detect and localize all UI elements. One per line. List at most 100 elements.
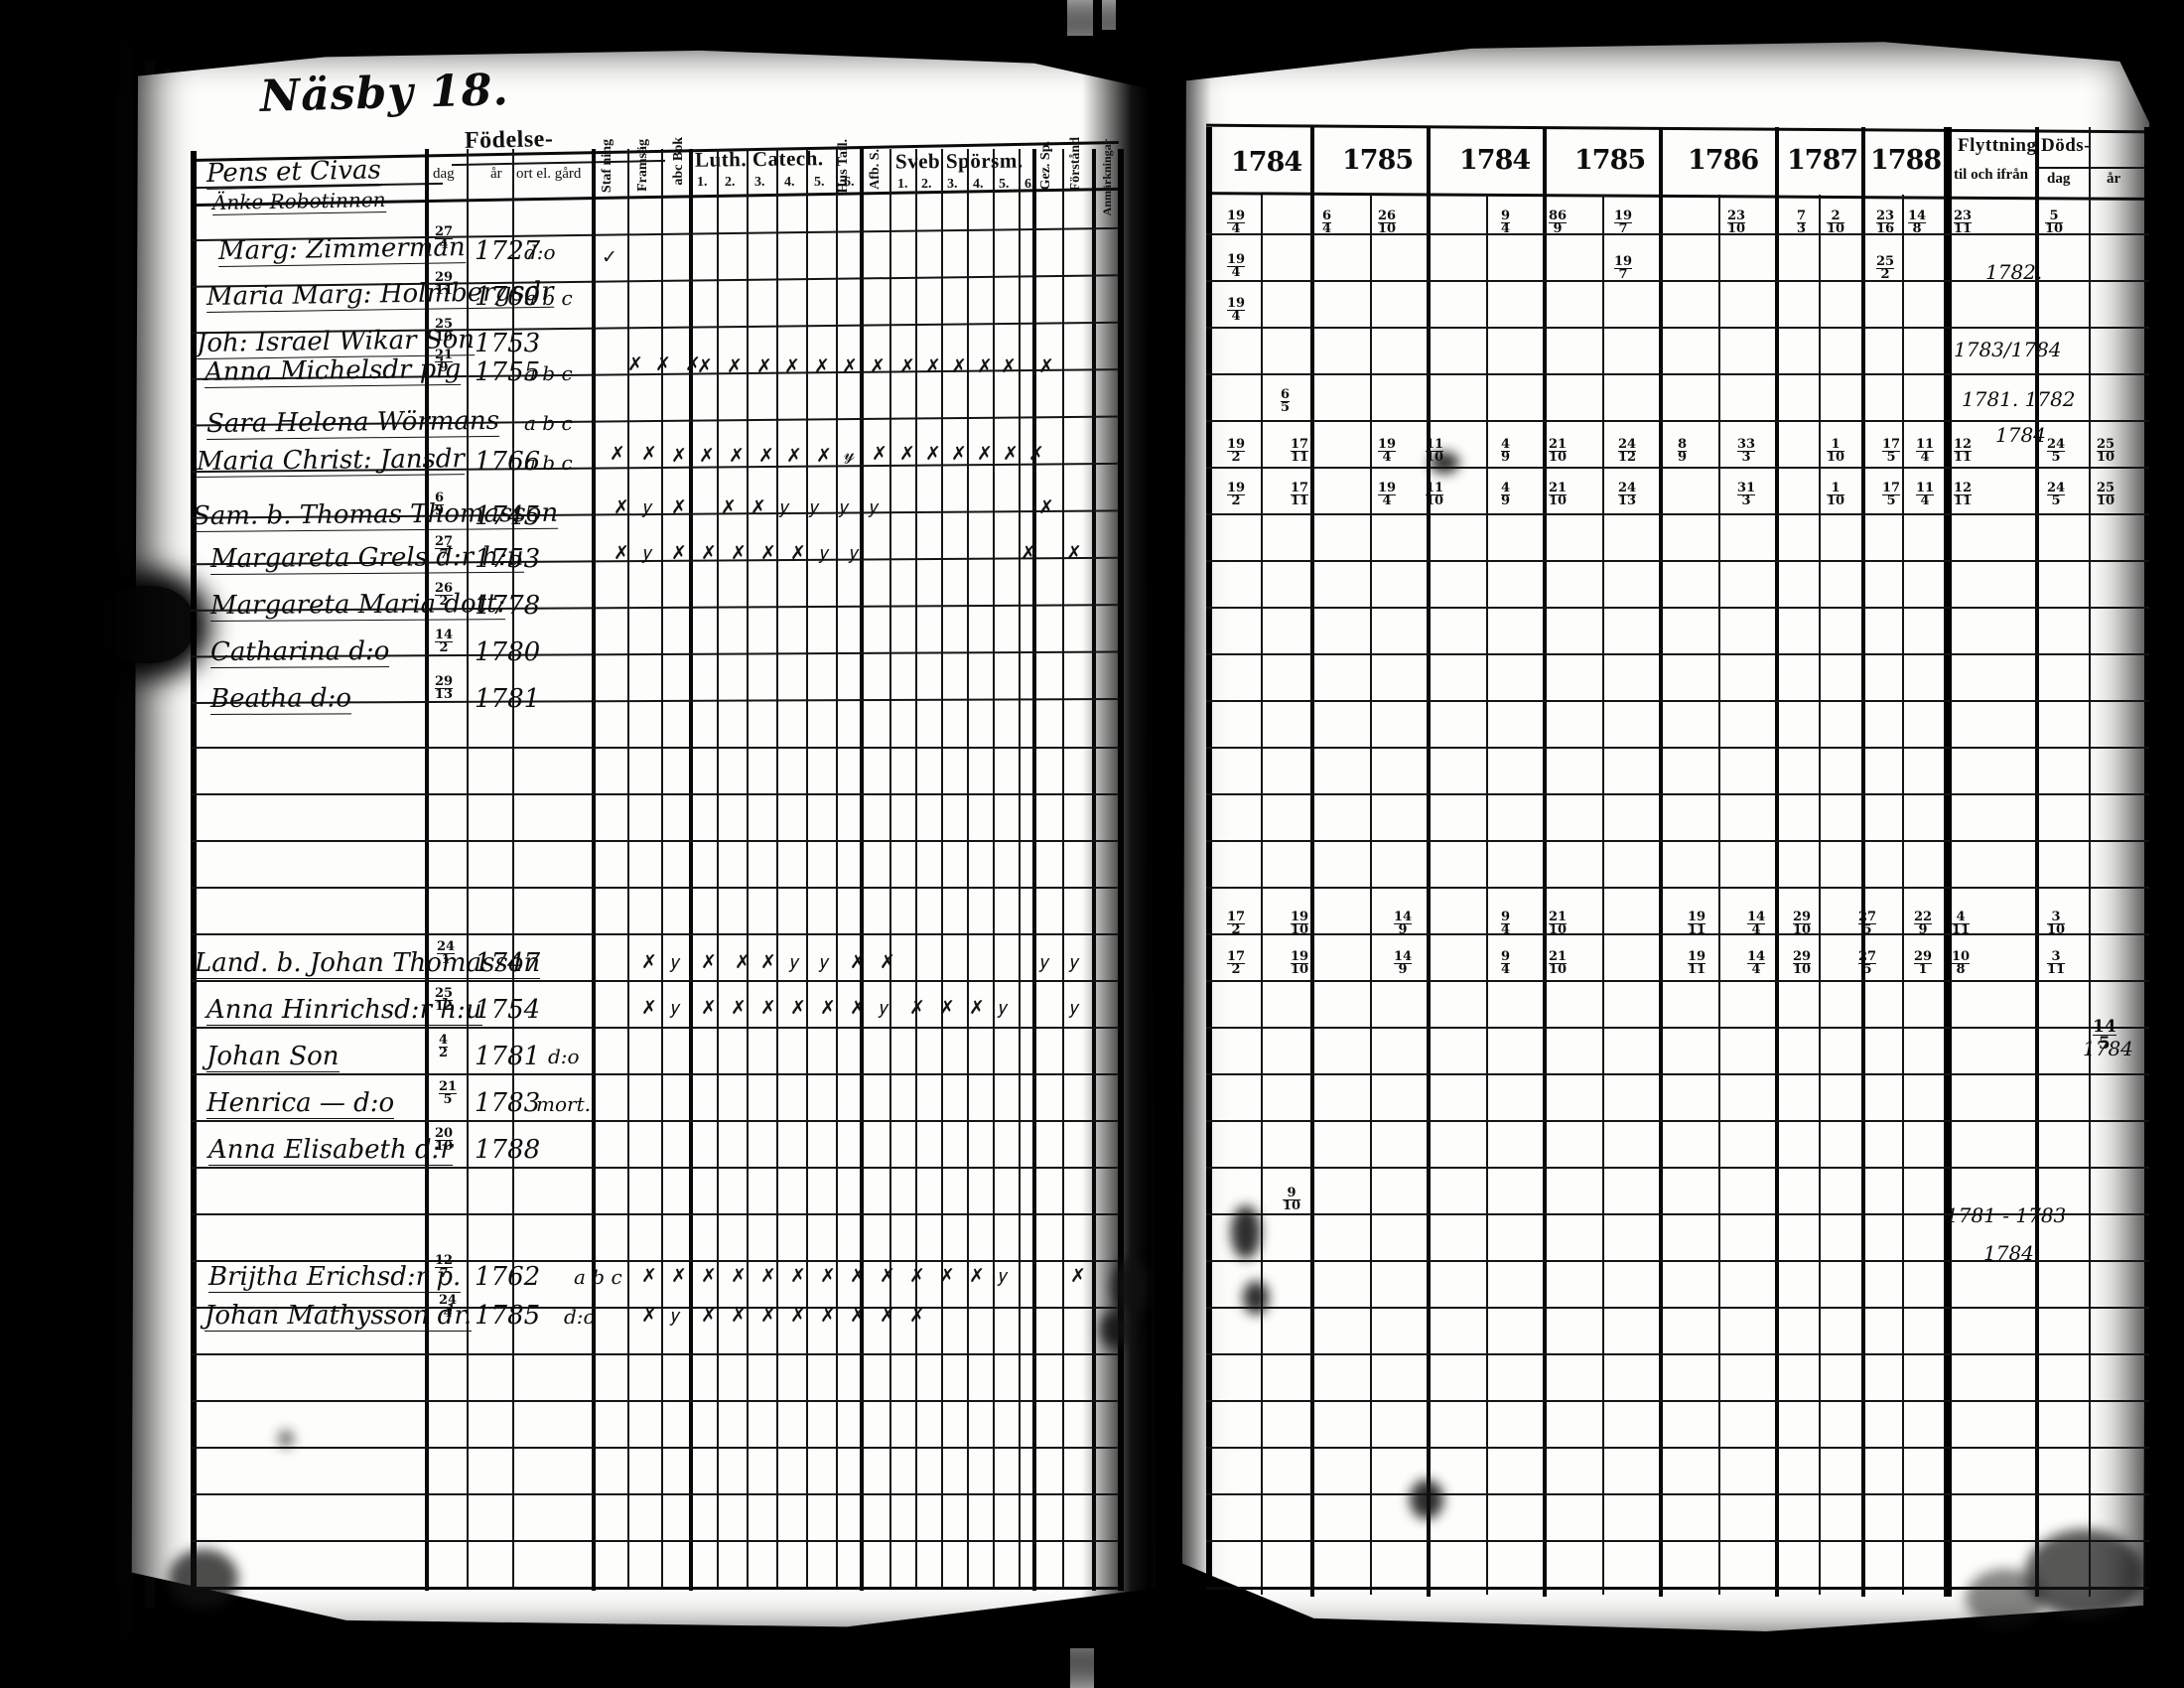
vline-sveb-3 (967, 149, 969, 1589)
vline-year-2 (1427, 127, 1431, 1597)
row-rule (191, 793, 1119, 795)
attendance-entry: 14 4 (1747, 910, 1766, 938)
check-mark: 𝑦 (850, 542, 859, 564)
check-mark: ✗ (760, 1305, 776, 1327)
check-mark: ✗ (731, 542, 747, 564)
check-mark: ✗ (701, 1305, 717, 1327)
check-mark: ✗ (820, 997, 836, 1019)
group-caption-pens-et-civas: Pens et Civas (205, 155, 382, 190)
check-mark: ✗ (760, 542, 776, 564)
header-framsag: Framsäg (635, 139, 650, 192)
check-mark: ✗ (641, 951, 657, 973)
entry-birth-place: a b c (524, 451, 573, 475)
header-dods-ar: år (2107, 171, 2121, 187)
check-mark: ✗ (790, 997, 806, 1019)
vline-ort-right (592, 149, 596, 1591)
vline-sveb-4 (993, 149, 995, 1589)
vline-ar-right (512, 149, 514, 1589)
header-dods: Döds- (2041, 135, 2092, 156)
row-rule (191, 1260, 1119, 1262)
catech-num-1: 1. (697, 175, 708, 190)
check-mark: ✗ (1038, 496, 1054, 518)
vline-sveb-6 (1032, 149, 1036, 1591)
entry-birth-year: 1781 (475, 684, 541, 714)
catech-num-6: 6. (844, 175, 855, 190)
ink-blot (1966, 1569, 2045, 1628)
margin-note: 1781 - 1783 (1946, 1203, 2067, 1227)
entry-birth-day: 25 10 (435, 317, 454, 346)
check-mark: 𝑦 (810, 496, 819, 518)
entry-birth-year: 1747 (475, 948, 541, 978)
attendance-entry: 21 10 (1549, 949, 1568, 978)
attendance-entry: 24 13 (1618, 481, 1637, 509)
sveb-num-3: 3. (947, 177, 958, 192)
attendance-entry: 12 11 (1954, 437, 1973, 466)
entry-birth-year: 1762 (475, 1262, 541, 1292)
vline-year-1 (1310, 127, 1314, 1597)
page-title: Näsby 18. (259, 65, 510, 122)
group-caption-anke: Änke Robotinnen (211, 187, 386, 215)
check-mark: ✗ (870, 355, 886, 377)
entry-birth-year: 1753 (475, 329, 541, 358)
check-mark: ✗ (760, 951, 776, 973)
vline-abcbok-right (689, 149, 693, 1591)
check-mark: ✗ (701, 997, 717, 1019)
entry-birth-day: 12 7 (435, 1253, 454, 1282)
check-mark: ✗ (756, 355, 772, 377)
row-rule (1206, 1027, 2149, 1029)
ink-blot (169, 1549, 238, 1609)
row-rule (191, 887, 1119, 889)
attendance-entry: 19 4 (1378, 437, 1397, 466)
entry-birth-place: d:o (524, 240, 556, 264)
check-mark: 𝑦 (1070, 951, 1079, 973)
check-mark: ✗ (758, 445, 774, 467)
entry-birth-day: 24 1 (437, 939, 456, 968)
row-rule (1206, 840, 2149, 842)
vline-left-border (191, 151, 197, 1591)
header-fodelse-dag: dag (433, 166, 455, 182)
attendance-entry: 24 5 (2047, 481, 2066, 509)
entry-name: Marg: Zimmerman (217, 232, 466, 267)
attendance-entry: 14 9 (1394, 910, 1413, 938)
book-gutter (1082, 0, 1211, 1688)
vline-hustafl-right (889, 149, 891, 1589)
check-mark: ✗ (814, 355, 830, 377)
entry-name: Anna Hinrichsd:r h:u (206, 995, 482, 1026)
check-mark: ✗ (909, 997, 925, 1019)
year-header: 1787 (1787, 145, 1858, 176)
row-rule (1206, 607, 2149, 609)
ink-blot (1410, 1479, 1443, 1519)
check-mark: ✗ (909, 1265, 925, 1287)
attendance-entry: 86 9 (1549, 209, 1568, 237)
vline-gez-right (1062, 149, 1064, 1589)
check-mark: 𝑦 (880, 997, 888, 1019)
entry-birth-year: 1755 (475, 357, 541, 387)
check-mark: ✗ (610, 443, 625, 465)
left-edge-shadow (0, 0, 149, 1688)
vline-year-6 (1861, 127, 1865, 1597)
check-mark: ✗ (790, 542, 806, 564)
row-rule (191, 1120, 1119, 1122)
check-mark: ✗ (969, 997, 985, 1019)
attendance-entry: 24 12 (1618, 437, 1637, 466)
attendance-entry: 3 10 (2047, 910, 2066, 938)
row-rule (191, 1213, 1119, 1215)
attendance-entry: 29 1 (1914, 949, 1933, 978)
sveb-num-2: 2. (921, 177, 932, 192)
entry-birth-day: 29 13 (435, 674, 454, 703)
entry-birth-year: 1780 (475, 637, 541, 667)
entry-name: Henrica — d:o (206, 1088, 395, 1119)
row-rule (1206, 467, 2149, 469)
attendance-entry: 17 5 (1882, 481, 1901, 509)
vline-dag-right (467, 149, 469, 1589)
ink-blot (1231, 1205, 1261, 1259)
check-mark: 𝑦 (780, 496, 789, 518)
entry-name: Sara Helena Wörmans (205, 405, 500, 440)
entry-birth-place: a b c (524, 411, 573, 435)
check-mark: ✗ (790, 1265, 806, 1287)
check-mark: ✗ (939, 997, 955, 1019)
check-mark: ✗ (820, 1305, 836, 1327)
